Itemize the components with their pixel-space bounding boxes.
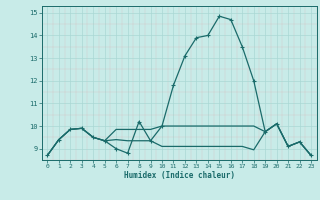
X-axis label: Humidex (Indice chaleur): Humidex (Indice chaleur) <box>124 171 235 180</box>
